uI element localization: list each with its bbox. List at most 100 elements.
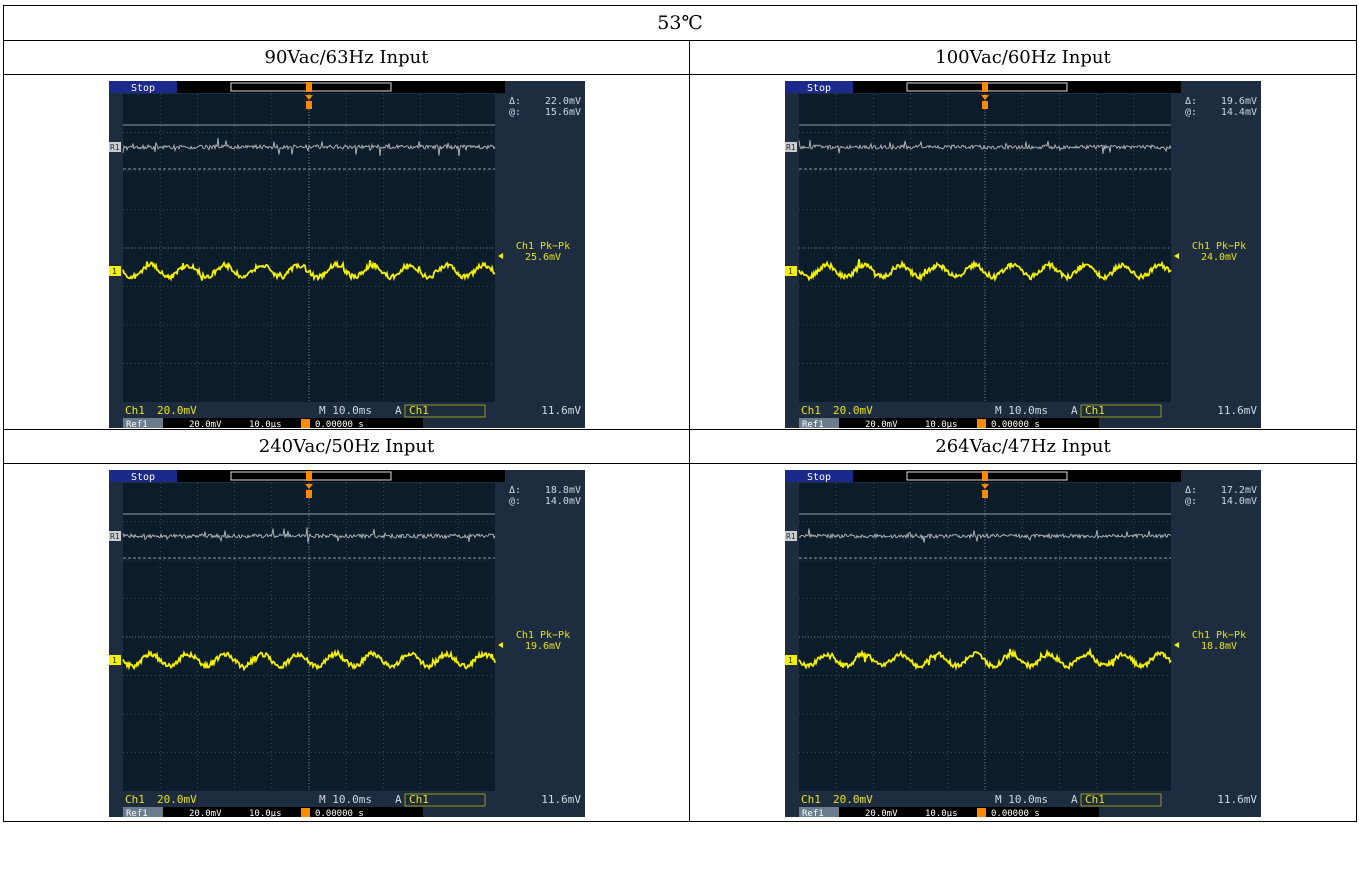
ref1-marker-label: R1 [110,143,120,152]
trigger-t-marker [305,101,312,109]
timebase: M 10.0ms [995,793,1048,806]
graticule [799,94,1171,402]
trigger-channel: Ch1 [1085,793,1105,806]
trigger-position-marker [305,471,312,481]
delta-value: 22.0mV [544,96,580,107]
trigger-level: 11.6mV [541,404,581,417]
ch1-label: Ch1 [125,404,145,417]
trigger-position-marker [982,471,988,481]
measurement-label: Ch1 Pk−Pk [515,241,569,252]
delta-label: Δ: [509,485,521,496]
ch1-trace [121,648,496,672]
measurement-value: 19.6mV [524,641,560,652]
trigger-delay: 0.00000 s [991,809,1040,817]
run-state-badge [108,470,177,482]
trigger-channel: Ch1 [1085,404,1105,417]
at-value: 15.6mV [544,107,580,118]
panel-title-4: 264Vac/47Hz Input [689,429,1357,464]
trigger-position-marker [305,82,312,92]
ch1-label: Ch1 [801,404,821,417]
ref1-marker-icon [785,531,797,541]
delta-value: 19.6mV [1221,96,1257,107]
delta-label: Δ: [1185,485,1197,496]
ch1-marker-icon [108,655,121,665]
trigger-t-marker [982,101,988,109]
trigger-source: A [1071,793,1078,806]
ref-info-bar [839,418,1099,428]
trigger-delay-icon [977,808,986,817]
trigger-delay-icon [977,419,986,428]
ref-scale: 20.0mV [865,420,898,428]
ref-info-bar [162,418,423,428]
ch1-scale: 20.0mV [833,404,873,417]
ch1-trace [798,258,1172,283]
ref1-badge [122,418,163,428]
ref-info-bar [162,807,423,817]
ref1-trace [798,139,1172,155]
ref-time: 10.0μs [249,420,282,428]
ref1-badge-label: Ref1 [126,420,148,428]
ch1-marker-label: 1 [788,267,793,276]
trigger-level: 11.6mV [1217,404,1257,417]
ch1-label: Ch1 [801,793,821,806]
scope-cell-4: Stop R1 1 Δ: 17.2mV @: 14.0mV Ch1 Pk−Pk 18.8mV Ch… [689,463,1357,822]
ch1-scale: 20.0mV [157,404,197,417]
oscilloscope-screenshot-3: Stop R1 1 Δ: 18.8mV @: 14.0mV Ch1 Pk−Pk 19.6mV Ch… [4,470,689,817]
document-table: 53℃ 90Vac/63Hz Input 100Vac/60Hz Input S… [3,5,1357,822]
trigger-arrow-icon [304,95,313,100]
measurement-value: 18.8mV [1201,641,1237,652]
ref1-marker-icon [108,531,121,541]
measurement-value: 25.6mV [524,252,560,263]
ch1-marker-icon [785,266,797,276]
trigger-channel: Ch1 [409,404,429,417]
oscilloscope-screenshot-2: Stop R1 1 Δ: 19.6mV @: 14.4mV Ch1 Pk−Pk 24.0mV Ch… [690,81,1356,428]
at-label: @: [509,107,521,118]
ch1-marker-label: 1 [788,656,793,665]
run-state-badge [785,470,853,482]
run-state-label: Stop [131,472,155,483]
at-value: 14.4mV [1221,107,1257,118]
panel-title-1: 90Vac/63Hz Input [3,40,690,75]
timebase: M 10.0ms [995,404,1048,417]
trigger-delay: 0.00000 s [315,420,364,428]
panel-title-3: 240Vac/50Hz Input [3,429,690,464]
temperature-header: 53℃ [3,5,1357,41]
ref-time: 10.0μs [249,809,282,817]
measurement-label: Ch1 Pk−Pk [515,630,569,641]
measurement-label: Ch1 Pk−Pk [1192,241,1246,252]
measurement-value: 24.0mV [1201,252,1237,263]
scope-cell-1: Stop R1 1 Δ: 22.0mV @: 15.6mV Ch1 Pk−Pk 25.6mV Ch… [3,74,690,430]
trigger-position-marker [982,82,988,92]
trigger-level-icon [497,642,503,648]
ref1-badge [799,807,839,817]
at-value: 14.0mV [1221,496,1257,507]
ch1-label: Ch1 [125,793,145,806]
timebase: M 10.0ms [319,404,372,417]
timebase: M 10.0ms [319,793,372,806]
trigger-box [404,793,485,807]
trigger-arrow-icon [981,95,989,100]
delta-label: Δ: [1185,96,1197,107]
delta-label: Δ: [509,96,521,107]
trigger-t-marker [982,490,988,498]
record-bar [176,81,505,93]
trigger-box [404,404,485,418]
run-state-label: Stop [807,472,831,483]
trigger-channel: Ch1 [409,793,429,806]
trigger-delay: 0.00000 s [315,809,364,817]
ref1-badge-label: Ref1 [802,420,824,428]
ref-scale: 20.0mV [865,809,898,817]
trigger-delay: 0.00000 s [991,420,1040,428]
at-value: 14.0mV [544,496,580,507]
trigger-arrow-icon [981,484,989,489]
scope-cell-2: Stop R1 1 Δ: 19.6mV @: 14.4mV Ch1 Pk−Pk 24.0mV Ch… [689,74,1357,430]
ref1-badge [122,807,163,817]
ref-time: 10.0μs [925,809,958,817]
delta-value: 17.2mV [1221,485,1257,496]
ref1-marker-label: R1 [786,143,796,152]
trigger-source: A [395,404,402,417]
at-label: @: [509,496,521,507]
